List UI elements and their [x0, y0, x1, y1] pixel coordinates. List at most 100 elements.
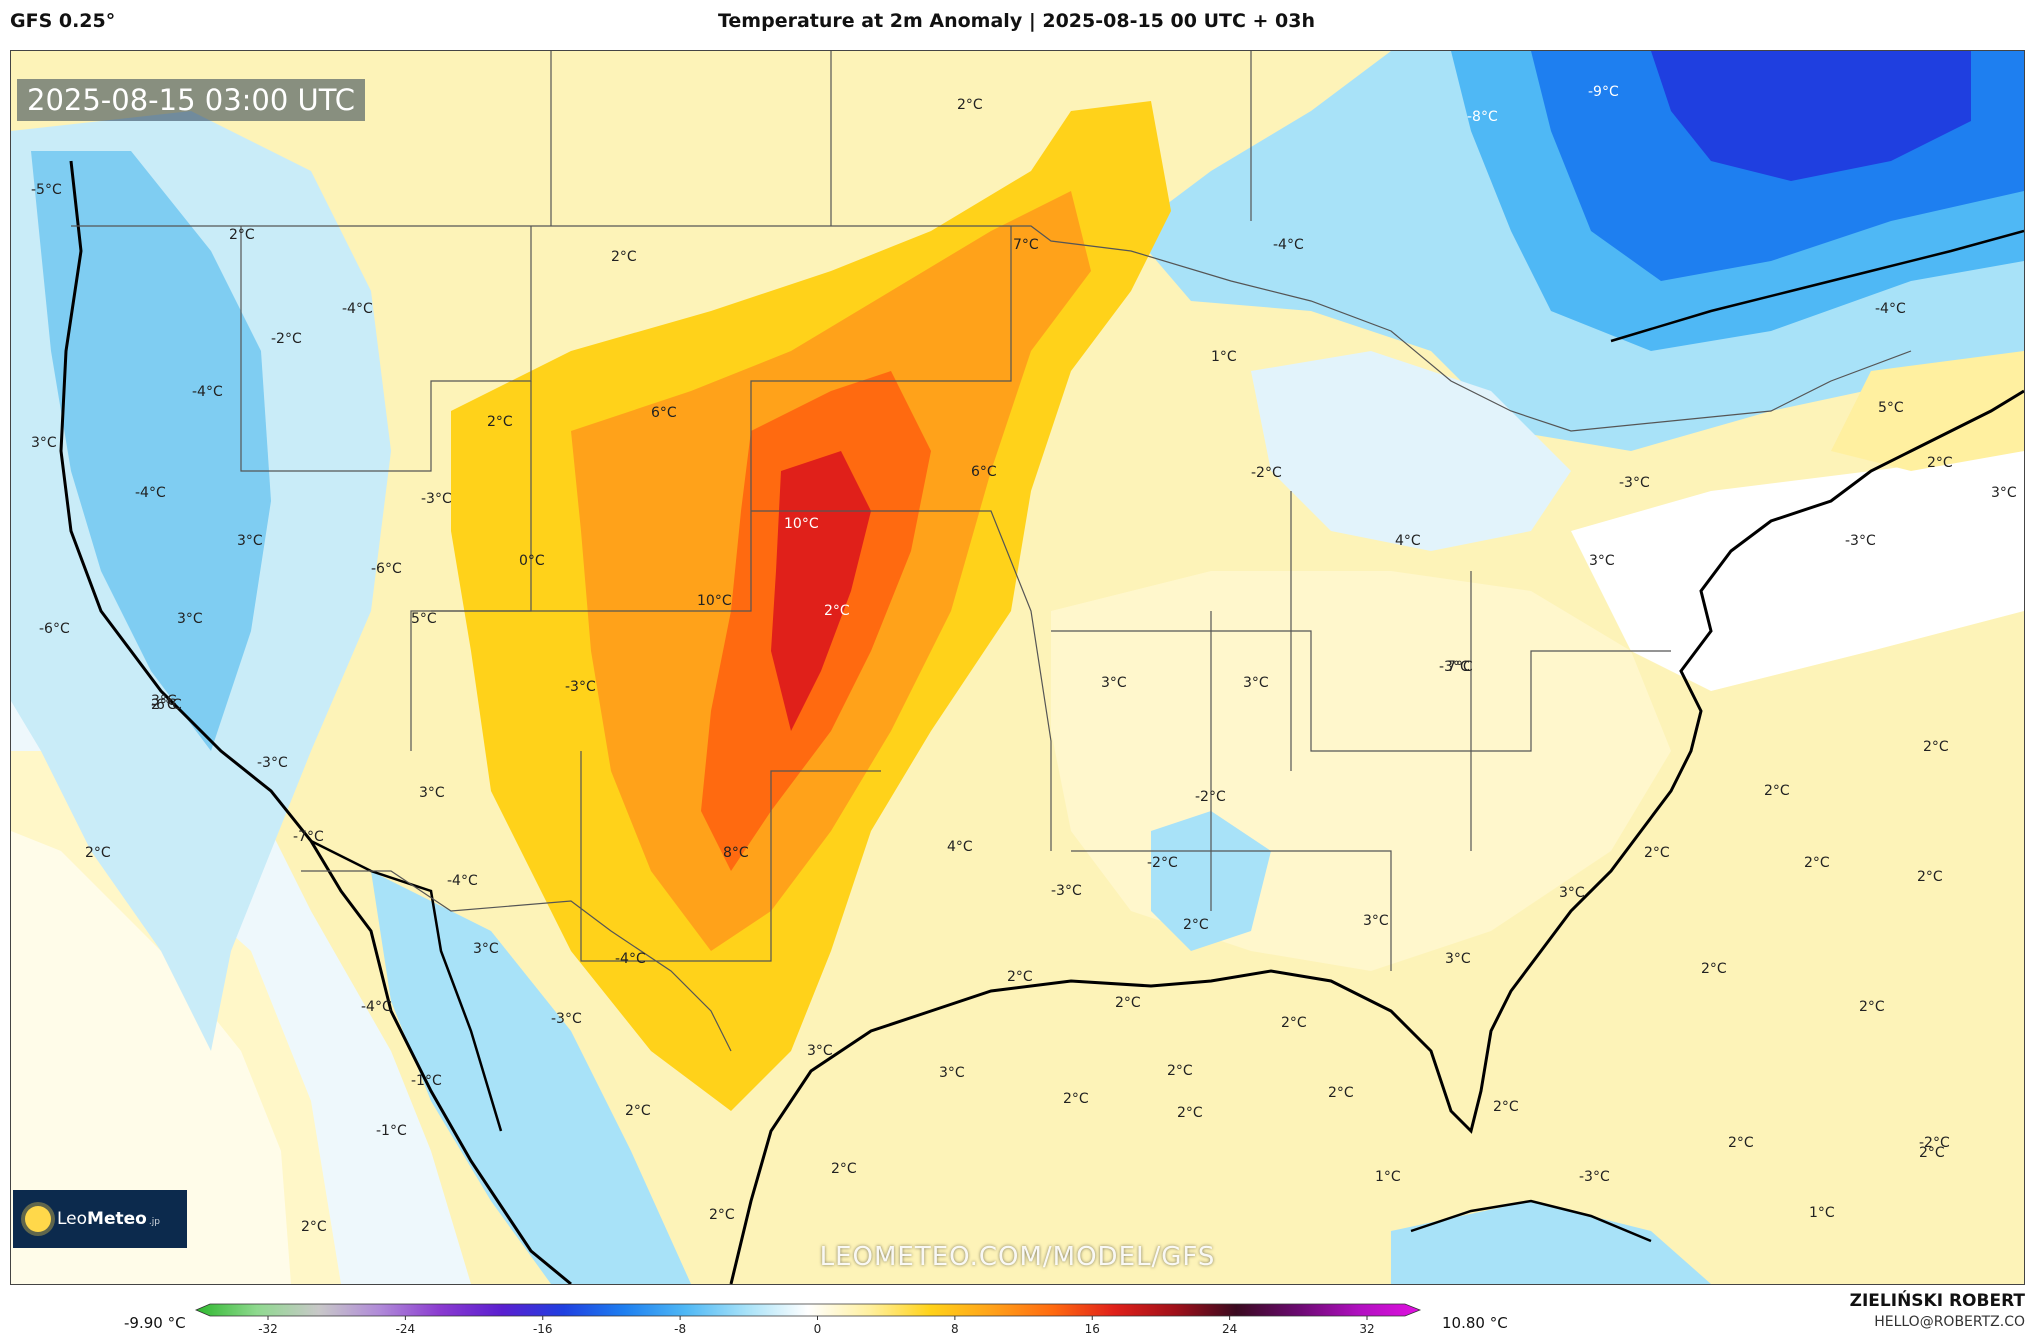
temp-label: 3°C	[237, 533, 263, 549]
cuba-coastline	[1410, 1199, 1652, 1243]
temp-label: 2°C	[1764, 783, 1790, 799]
temp-label: -4°C	[615, 951, 646, 967]
us-mexico-border	[301, 870, 732, 1052]
colorbar-tick-label: -16	[533, 1322, 553, 1336]
temp-label: 2°C	[1927, 455, 1953, 471]
eastern-lines	[1210, 491, 1472, 911]
temp-label: -6°C	[151, 697, 182, 713]
temp-label: -4°C	[342, 301, 373, 317]
temp-label: 7°C	[1013, 237, 1039, 253]
temp-label: -3°C	[551, 1011, 582, 1027]
temp-label: -6°C	[371, 561, 402, 577]
temp-label: -4°C	[361, 999, 392, 1015]
temp-label: 3°C	[1101, 675, 1127, 691]
map-canvas: -5°C 2°C 2°C -9°C -8°C 7°C -4°C 2°C -4°C…	[11, 51, 2024, 1284]
temp-label: -3°C	[1051, 883, 1082, 899]
temp-label: 3°C	[807, 1043, 833, 1059]
temp-label: -7°C	[293, 829, 324, 845]
canada-deep-cold	[1651, 51, 1971, 181]
midwest-lines	[1051, 630, 1671, 752]
us-canada-border	[71, 225, 1912, 432]
temp-label: -3°C	[1579, 1169, 1610, 1185]
south-lines	[1071, 850, 1392, 971]
temp-label: -1°C	[411, 1073, 442, 1089]
temp-label: 2°C	[1493, 1099, 1519, 1115]
temp-label: 3°C	[1363, 913, 1389, 929]
colorbar-min-label: -9.90 °C	[124, 1314, 186, 1332]
temp-label: 3°C	[31, 435, 57, 451]
author-email[interactable]: HELLO@ROBERTZ.CO	[1874, 1314, 2025, 1330]
temp-label: 2°C	[1859, 999, 1885, 1015]
temp-label: 3°C	[1559, 885, 1585, 901]
temp-label: 6°C	[651, 405, 677, 421]
west-states-lines	[240, 226, 532, 472]
temp-label: -2°C	[271, 331, 302, 347]
colorbar-tick-label: -24	[396, 1322, 416, 1336]
southwest-lines	[580, 751, 881, 962]
temp-label: 1°C	[1211, 349, 1237, 365]
temp-label: 3°C	[939, 1065, 965, 1081]
temp-label: 3°C	[151, 693, 177, 709]
temp-label: -3°C	[565, 679, 596, 695]
temp-label: -3°C	[1439, 659, 1470, 675]
temp-label: 2°C	[1917, 869, 1943, 885]
temp-label: -3°C	[257, 755, 288, 771]
temp-label: 2°C	[957, 97, 983, 113]
temp-label: 2°C	[85, 845, 111, 861]
temp-label: 10°C	[784, 516, 819, 532]
temp-label: -9°C	[1588, 84, 1619, 100]
temp-label: -2°C	[1195, 789, 1226, 805]
temp-label: 2°C	[1183, 917, 1209, 933]
colorbar-tick-label: 0	[814, 1322, 822, 1336]
mountain-states-lines	[431, 226, 1012, 612]
temp-label: -4°C	[1273, 237, 1304, 253]
temp-label: 2°C	[1115, 995, 1141, 1011]
temp-label: 3°C	[1991, 485, 2017, 501]
temp-label: 2°C	[1644, 845, 1670, 861]
temp-label: 2°C	[611, 249, 637, 265]
temp-label: -4°C	[135, 485, 166, 501]
borders	[71, 51, 1912, 1052]
atlantic-warm	[1831, 351, 2024, 471]
colorbar-strip	[194, 1303, 1422, 1317]
temp-label: 2°C	[1007, 969, 1033, 985]
temp-label: -4°C	[192, 384, 223, 400]
colorbar-tick-label: -8	[674, 1322, 686, 1336]
anomaly-map: -5°C 2°C 2°C -9°C -8°C 7°C -4°C 2°C -4°C…	[10, 50, 2025, 1285]
map-title: Temperature at 2m Anomaly | 2025-08-15 0…	[717, 10, 1316, 32]
temp-label: 3°C	[419, 785, 445, 801]
watermark-url: LEOMETEO.COM/MODEL/GFS	[819, 1242, 1216, 1272]
logo-text: LeoMeteo .jp	[57, 1209, 160, 1229]
temp-label: 8°C	[723, 845, 749, 861]
temp-label: 2°C	[1177, 1105, 1203, 1121]
sun-icon	[25, 1206, 51, 1232]
temp-label: -3°C	[1845, 533, 1876, 549]
temp-label: -8°C	[1467, 109, 1498, 125]
baja-coastline	[310, 839, 503, 1132]
temp-label: -3°C	[1619, 475, 1650, 491]
temp-label: -2°C	[1147, 855, 1178, 871]
temp-label: 4°C	[1395, 533, 1421, 549]
temp-label: 4°C	[947, 839, 973, 855]
temp-label: 6°C	[971, 464, 997, 480]
temp-label: 2°C	[625, 1103, 651, 1119]
heat-plume-core	[771, 451, 871, 731]
colorbar-tick-label: 16	[1085, 1322, 1100, 1336]
temp-label: 1°C	[1809, 1205, 1835, 1221]
colorbar-tick-label: 24	[1222, 1322, 1237, 1336]
temp-label: -2°C	[1919, 1135, 1950, 1151]
pacific-coastline	[59, 160, 572, 1284]
st-lawrence-coast	[1610, 229, 2024, 343]
colorbar-svg: -32 -24 -16 -8 0 8 16 24 32	[194, 1303, 1422, 1336]
temp-label: 3°C	[1589, 553, 1615, 569]
temp-label: -2°C	[1251, 465, 1282, 481]
temp-label: 5°C	[1878, 400, 1904, 416]
leometeo-logo[interactable]: LeoMeteo .jp	[13, 1190, 187, 1248]
temp-label: 2°C	[1167, 1063, 1193, 1079]
temp-label: 0°C	[519, 553, 545, 569]
atlantic-white	[1571, 451, 2024, 691]
temp-label: 3°C	[473, 941, 499, 957]
temp-label: 2°C	[151, 697, 177, 713]
colorbar-tick-label: 32	[1359, 1322, 1374, 1336]
temp-label: 2°C	[1923, 739, 1949, 755]
